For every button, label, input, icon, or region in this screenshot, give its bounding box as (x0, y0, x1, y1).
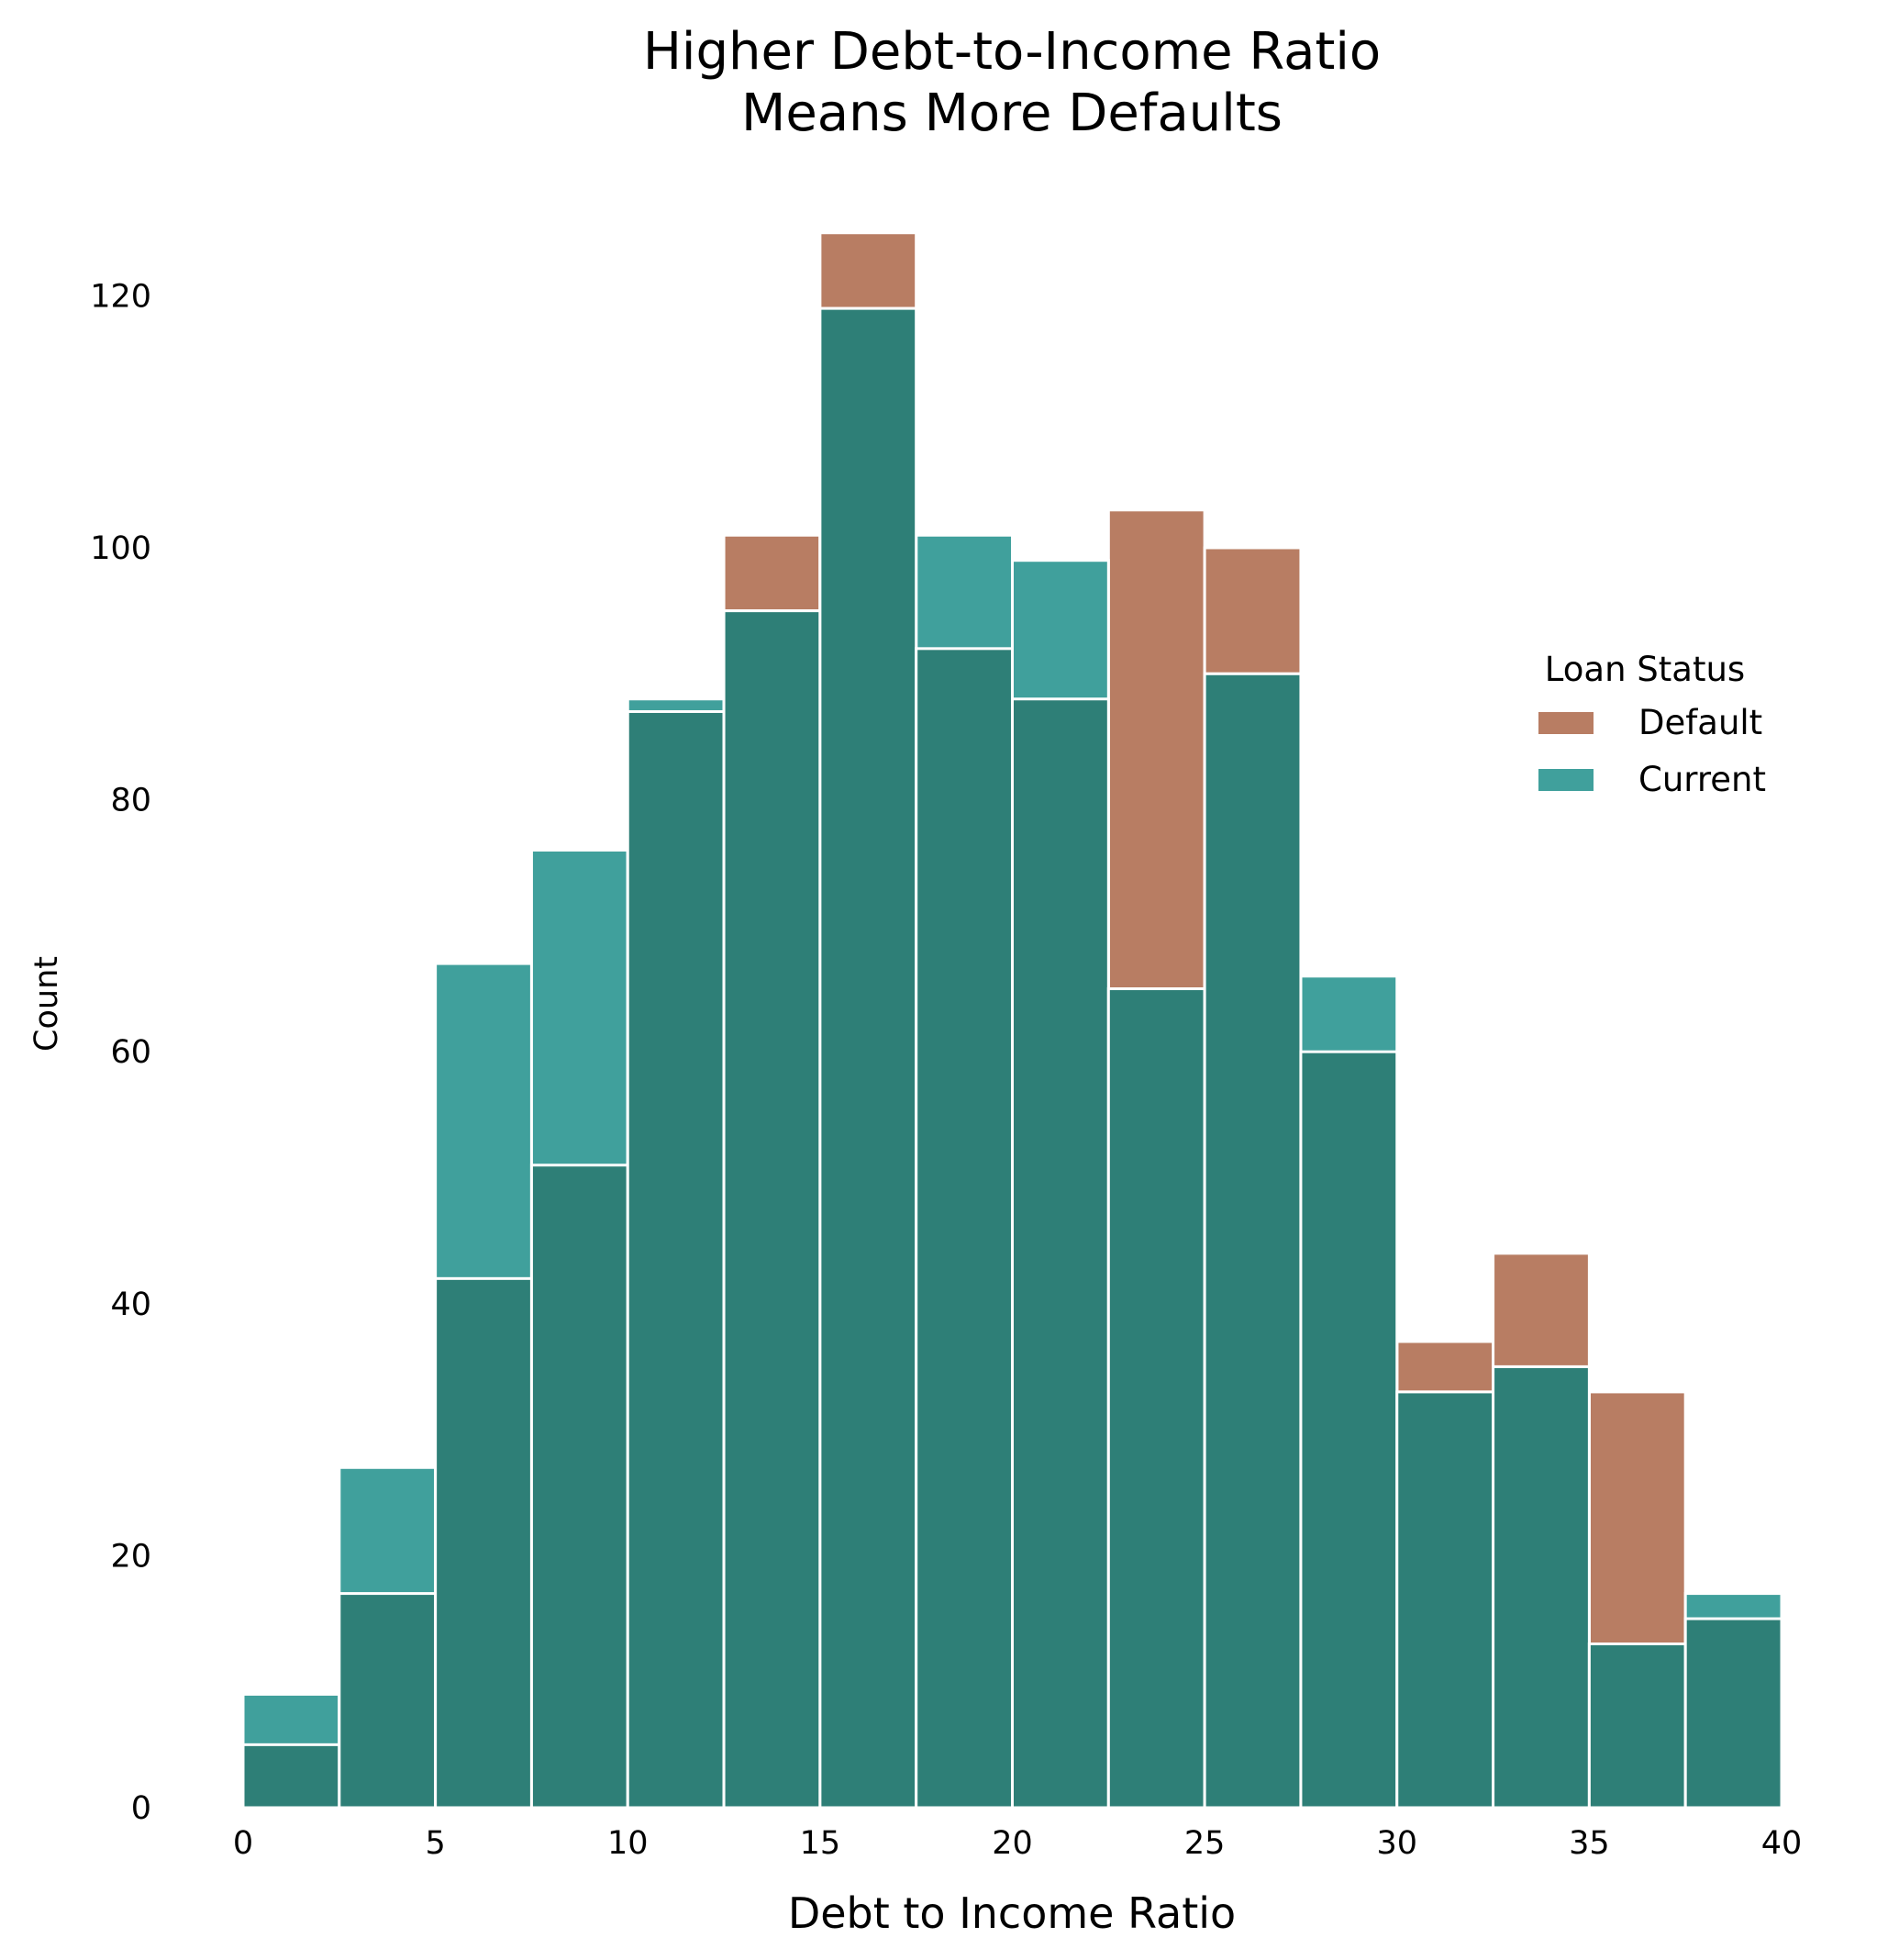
y-tick-label: 60 (110, 1034, 151, 1071)
legend-swatch-default (1538, 712, 1594, 734)
legend-label-default: Default (1638, 703, 1762, 742)
x-tick-label: 0 (233, 1825, 253, 1862)
bar-overlap-10 (1203, 672, 1303, 1810)
overlap-bars (241, 306, 1783, 1810)
x-tick-label: 20 (992, 1825, 1033, 1862)
bar-overlap-14 (1587, 1643, 1687, 1810)
legend: Loan Status Default Current (1538, 650, 1766, 799)
legend-label-current: Current (1638, 760, 1766, 799)
bar-overlap-5 (722, 609, 822, 1810)
x-tick-label: 25 (1184, 1825, 1226, 1862)
y-tick-label: 20 (110, 1538, 151, 1575)
x-tick-label: 30 (1376, 1825, 1417, 1862)
bar-overlap-11 (1299, 1050, 1399, 1810)
legend-title: Loan Status (1545, 650, 1745, 689)
bar-overlap-4 (626, 709, 726, 1810)
x-tick-label: 10 (607, 1825, 649, 1862)
bar-overlap-6 (818, 306, 918, 1810)
y-tick-label: 100 (90, 530, 151, 567)
y-tick-label: 80 (110, 783, 151, 819)
x-tick-label: 5 (425, 1825, 445, 1862)
x-tick-label: 15 (800, 1825, 841, 1862)
bar-overlap-1 (338, 1592, 438, 1810)
y-axis-label: Count (28, 956, 65, 1052)
bar-overlap-0 (241, 1743, 341, 1810)
bar-overlap-9 (1106, 987, 1206, 1810)
chart-title-line-2: Means More Defaults (741, 84, 1283, 143)
y-tick-label: 0 (131, 1790, 151, 1827)
y-axis-ticks: 0 20 40 60 80 100 120 (90, 278, 151, 1827)
bar-overlap-2 (434, 1276, 533, 1810)
y-tick-label: 120 (90, 278, 151, 315)
y-tick-label: 40 (110, 1286, 151, 1323)
x-tick-label: 40 (1761, 1825, 1803, 1862)
chart-title: Higher Debt-to-Income Ratio Means More D… (643, 22, 1381, 143)
legend-swatch-current (1538, 769, 1594, 791)
chart-title-line-1: Higher Debt-to-Income Ratio (643, 22, 1381, 82)
x-axis-ticks: 0 5 10 15 20 25 30 35 40 (233, 1825, 1802, 1862)
bar-overlap-12 (1395, 1390, 1495, 1810)
x-axis-label: Debt to Income Ratio (788, 1888, 1236, 1938)
bar-overlap-15 (1683, 1617, 1783, 1810)
x-tick-label: 35 (1569, 1825, 1610, 1862)
bar-overlap-3 (529, 1164, 629, 1810)
bar-overlap-8 (1011, 697, 1110, 1810)
bar-overlap-13 (1492, 1364, 1591, 1810)
bar-overlap-7 (915, 647, 1014, 1810)
